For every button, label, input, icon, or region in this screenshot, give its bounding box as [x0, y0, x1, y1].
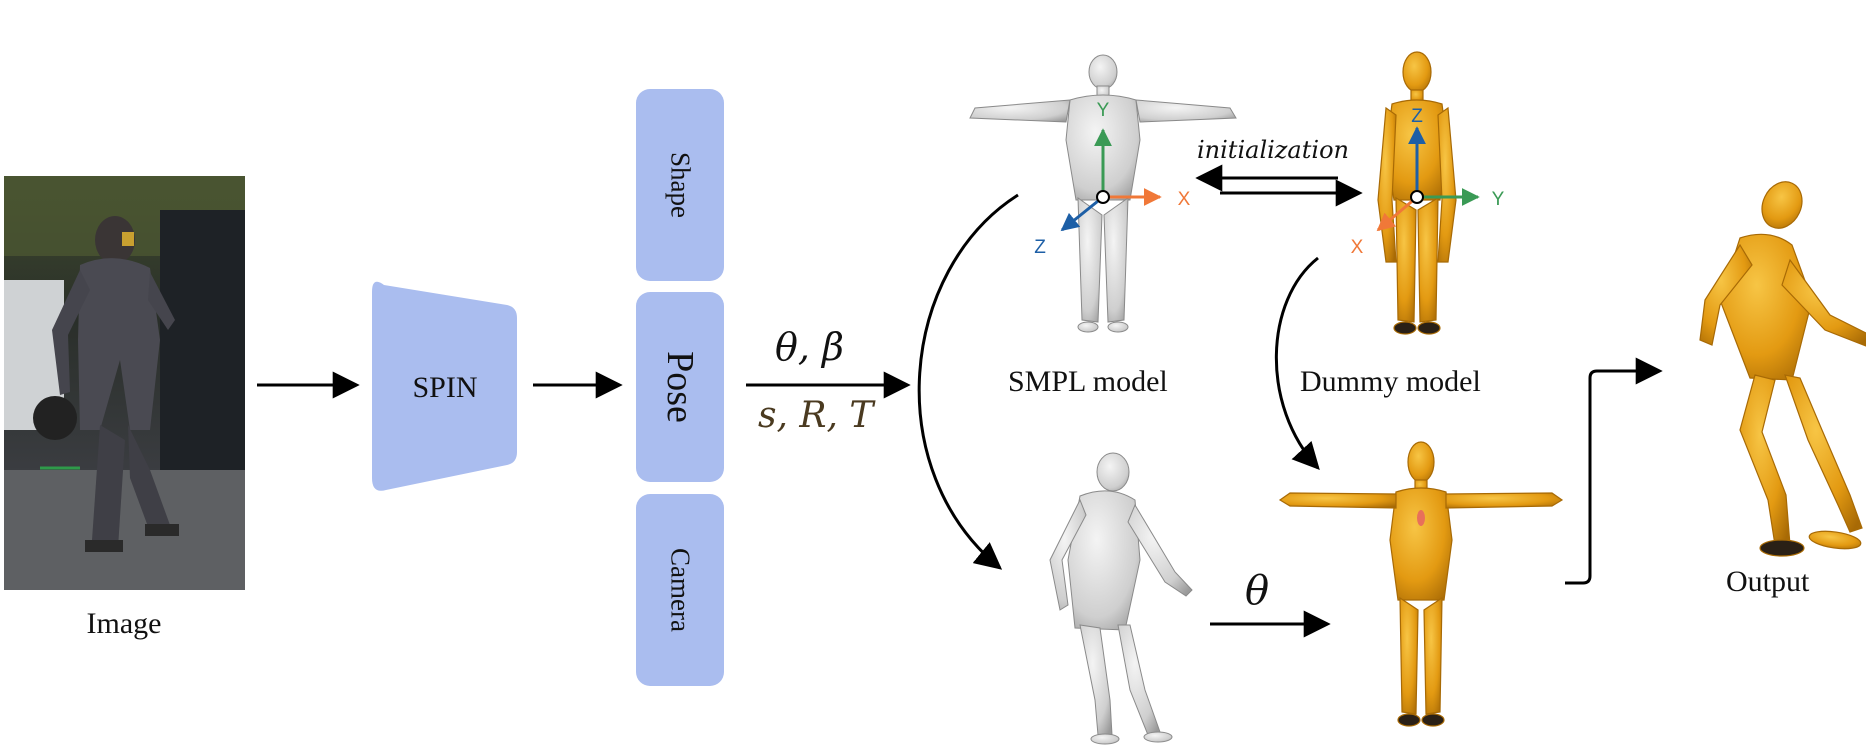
- theta-beta-label: θ, β: [775, 325, 845, 369]
- dummy-model-label: Dummy model: [1300, 365, 1481, 398]
- camera-block: Camera: [636, 494, 724, 686]
- smpl-axis-z-label: Z: [1034, 237, 1046, 258]
- smpl-axes: [1060, 128, 1162, 232]
- smpl-axis-x-label: X: [1178, 189, 1191, 210]
- dummy-axis-z-label: Z: [1411, 106, 1423, 127]
- theta-label: θ: [1245, 568, 1270, 614]
- output-label: Output: [1726, 565, 1810, 598]
- output-dummy: [1699, 181, 1866, 557]
- arrow-smpl-to-posed: [917, 193, 1019, 570]
- initialization-label: initialization: [1197, 136, 1349, 164]
- smpl-axis-y-label: Y: [1097, 100, 1110, 121]
- dummy-axis-x-label: X: [1351, 237, 1364, 258]
- pose-block: Pose: [636, 292, 724, 482]
- s-r-t-label: s, R, T: [758, 395, 874, 436]
- shape-block: Shape: [636, 89, 724, 281]
- image-label: Image: [87, 607, 162, 640]
- arrow-dummy-to-tpose: [1274, 256, 1320, 470]
- spin-label: SPIN: [412, 371, 477, 404]
- dummy-tpose: [1278, 441, 1564, 727]
- arrow-to-output: [1565, 357, 1663, 585]
- input-photo: [4, 176, 245, 590]
- smpl-model-label: SMPL model: [1008, 365, 1168, 398]
- dummy-axes: [1376, 126, 1480, 232]
- spin-block: [372, 281, 517, 491]
- smpl-posed-mesh: [1049, 452, 1193, 745]
- pose-label: Pose: [659, 351, 701, 423]
- camera-label: Camera: [665, 548, 696, 632]
- smpl-tpose-mesh: [969, 54, 1237, 333]
- shape-label: Shape: [665, 152, 696, 218]
- dummy-axis-y-label: Y: [1492, 189, 1505, 210]
